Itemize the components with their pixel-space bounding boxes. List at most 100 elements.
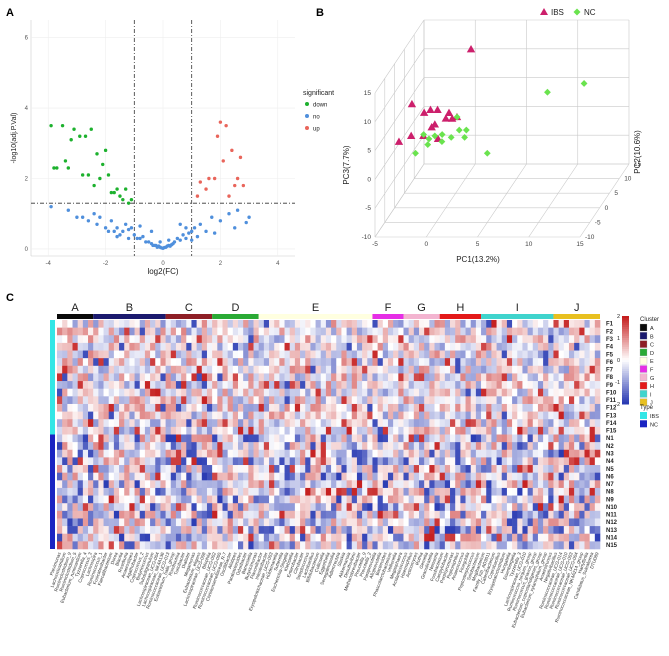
heatmap-cell xyxy=(532,465,539,473)
heatmap-cell xyxy=(253,373,259,382)
heatmap-cell xyxy=(274,465,280,473)
heatmap-cell xyxy=(579,373,585,382)
heatmap-cell xyxy=(113,358,120,367)
heatmap-cell xyxy=(408,381,415,389)
heatmap-cell xyxy=(429,327,435,336)
heatmap-cell xyxy=(481,503,487,512)
heatmap-cell xyxy=(584,403,590,412)
heatmap-cell xyxy=(315,533,322,542)
heatmap-cell xyxy=(284,495,291,504)
heatmap-cell xyxy=(279,327,285,336)
heatmap-cell xyxy=(548,358,554,367)
heatmap-cell xyxy=(387,495,394,504)
heatmap-cell xyxy=(465,434,472,443)
heatmap-cell xyxy=(155,335,161,344)
heatmap-cell xyxy=(584,358,590,367)
heatmap-cell xyxy=(129,457,135,466)
heatmap-cell xyxy=(77,510,84,519)
heatmap-cell xyxy=(506,388,513,397)
heatmap-cell xyxy=(568,503,575,512)
heatmap-cell xyxy=(594,373,601,382)
heatmap-cell xyxy=(310,533,316,542)
panel-a-y-tick-label: 0 xyxy=(25,247,29,253)
heatmap-cell xyxy=(160,350,166,359)
heatmap-cell xyxy=(537,480,544,489)
heatmap-cell xyxy=(362,442,368,451)
heatmap-cell xyxy=(470,457,477,466)
heatmap-cell xyxy=(579,503,585,512)
heatmap-cell xyxy=(532,426,539,435)
heatmap-cell xyxy=(512,411,518,420)
heatmap-cell xyxy=(77,518,84,527)
heatmap-cell xyxy=(196,541,203,550)
heatmap-cell xyxy=(269,320,275,328)
heatmap-cell xyxy=(82,533,89,542)
heatmap-cell xyxy=(98,442,104,451)
heatmap-cell xyxy=(517,480,523,489)
heatmap-cell xyxy=(496,533,503,542)
panel-a-point-no xyxy=(138,224,142,228)
heatmap-cell xyxy=(367,533,373,542)
heatmap-cell xyxy=(465,335,472,344)
heatmap-cell xyxy=(82,358,89,367)
heatmap-cell xyxy=(175,350,182,359)
heatmap-cell xyxy=(232,465,239,473)
heatmap-cell xyxy=(491,472,497,481)
heatmap-cell xyxy=(465,510,472,519)
heatmap-cell xyxy=(93,457,99,466)
heatmap-cell xyxy=(253,541,259,550)
heatmap-cell xyxy=(439,449,446,458)
heatmap-cell xyxy=(258,457,265,466)
heatmap-cell xyxy=(398,350,404,359)
heatmap-cell xyxy=(232,457,239,466)
heatmap-cell xyxy=(108,388,115,397)
panel-b-y-tick-label: 15 xyxy=(634,161,642,168)
heatmap-cell xyxy=(284,518,291,527)
heatmap-cell xyxy=(429,457,435,466)
heatmap-cell xyxy=(574,495,580,504)
heatmap-cell xyxy=(227,541,234,550)
colorbar-segment xyxy=(622,379,629,383)
heatmap-cell xyxy=(201,426,208,435)
heatmap-cell xyxy=(574,388,580,397)
heatmap-cell xyxy=(393,541,399,550)
heatmap-cell xyxy=(362,480,368,489)
heatmap-cell xyxy=(351,342,358,351)
heatmap-cell xyxy=(424,419,430,428)
heatmap-cell xyxy=(387,426,394,435)
heatmap-cell xyxy=(72,480,78,489)
heatmap-cell xyxy=(413,533,420,542)
heatmap-cell xyxy=(263,342,270,351)
heatmap-cell xyxy=(522,373,528,382)
heatmap-cell xyxy=(434,388,440,397)
heatmap-cell xyxy=(387,442,394,451)
heatmap-cell xyxy=(331,388,337,397)
heatmap-cell xyxy=(238,419,244,428)
heatmap-cell xyxy=(408,335,415,344)
heatmap-cell xyxy=(331,442,337,451)
heatmap-cell xyxy=(119,541,125,550)
heatmap-cell xyxy=(212,388,218,397)
heatmap-cell xyxy=(186,518,192,527)
heatmap-cell xyxy=(129,510,135,519)
heatmap-cell xyxy=(346,487,353,496)
heatmap-cell xyxy=(227,350,234,359)
heatmap-cell xyxy=(57,449,63,458)
heatmap-cell xyxy=(243,533,249,542)
heatmap-cell xyxy=(212,510,218,519)
heatmap-cell xyxy=(325,480,332,489)
panel-a-point-no xyxy=(198,222,203,226)
heatmap-cell xyxy=(222,403,228,412)
heatmap-cell xyxy=(398,381,404,389)
heatmap-cell xyxy=(460,365,466,374)
heatmap-cell xyxy=(413,327,420,336)
heatmap-cell xyxy=(170,457,177,466)
heatmap-cell xyxy=(305,381,311,389)
heatmap-cell xyxy=(532,342,539,351)
heatmap-cell xyxy=(289,411,296,420)
heatmap-cell xyxy=(491,487,497,496)
heatmap-cell xyxy=(419,350,425,359)
heatmap-cell xyxy=(465,320,472,328)
heatmap-cell xyxy=(57,320,63,328)
heatmap-cell xyxy=(212,526,218,535)
